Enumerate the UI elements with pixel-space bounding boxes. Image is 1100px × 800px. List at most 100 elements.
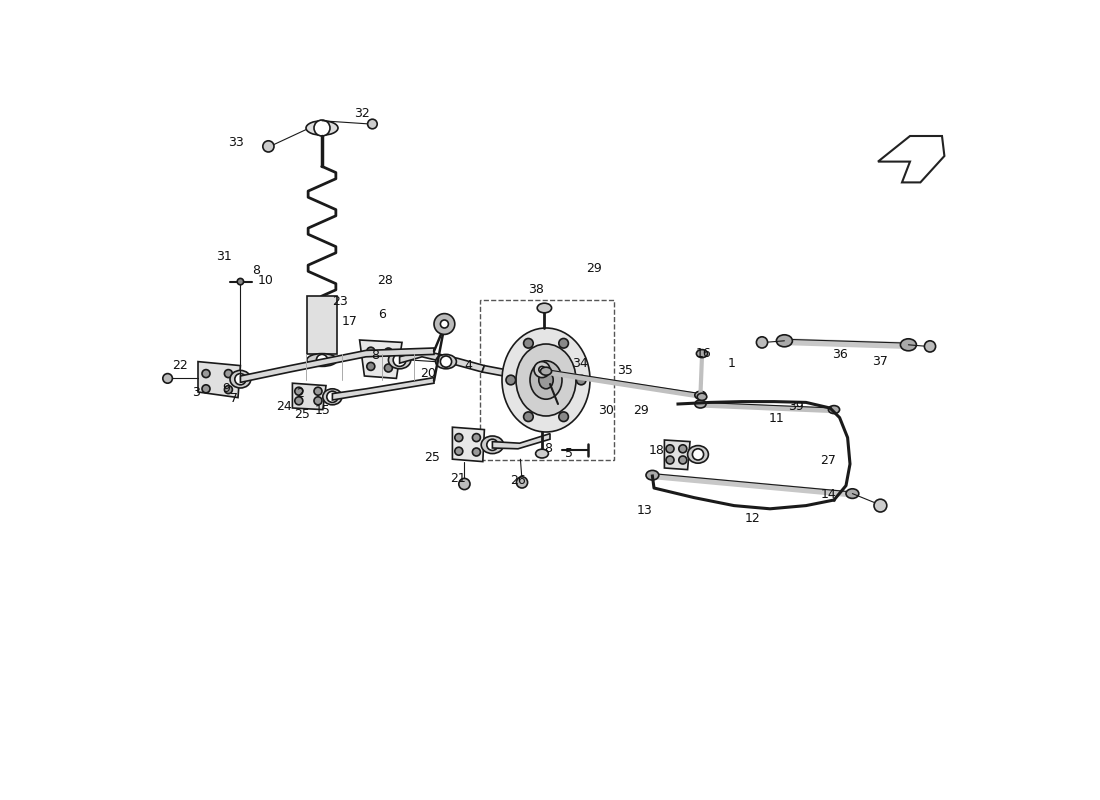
- Text: 3: 3: [191, 386, 199, 398]
- Circle shape: [487, 439, 498, 450]
- Ellipse shape: [540, 367, 551, 375]
- Text: 30: 30: [598, 404, 614, 417]
- Ellipse shape: [502, 328, 590, 432]
- Text: 14: 14: [821, 488, 836, 501]
- Circle shape: [234, 374, 246, 385]
- Ellipse shape: [695, 391, 706, 399]
- Circle shape: [314, 120, 330, 136]
- Circle shape: [576, 375, 586, 385]
- Circle shape: [163, 374, 173, 383]
- Circle shape: [440, 356, 452, 367]
- Ellipse shape: [230, 370, 251, 388]
- Circle shape: [295, 397, 302, 405]
- Circle shape: [516, 477, 528, 488]
- Circle shape: [367, 119, 377, 129]
- Text: 20: 20: [420, 367, 436, 380]
- Polygon shape: [293, 383, 326, 410]
- Ellipse shape: [539, 371, 553, 389]
- Circle shape: [506, 375, 516, 385]
- Bar: [307, 296, 338, 354]
- Polygon shape: [332, 378, 434, 400]
- Circle shape: [263, 141, 274, 152]
- Polygon shape: [241, 348, 434, 382]
- Circle shape: [224, 370, 232, 378]
- Ellipse shape: [688, 446, 708, 463]
- Text: 37: 37: [872, 355, 889, 368]
- Circle shape: [692, 449, 704, 460]
- Text: 22: 22: [173, 359, 188, 372]
- Circle shape: [874, 499, 887, 512]
- Text: 10: 10: [258, 274, 274, 286]
- Text: 12: 12: [745, 512, 760, 525]
- Text: 6: 6: [378, 308, 386, 321]
- Ellipse shape: [481, 436, 504, 454]
- Text: 29: 29: [586, 262, 602, 274]
- Circle shape: [539, 366, 546, 373]
- Circle shape: [534, 362, 550, 378]
- Text: 39: 39: [789, 400, 804, 413]
- Text: 21: 21: [450, 472, 466, 485]
- Text: 7: 7: [230, 392, 238, 405]
- Polygon shape: [452, 427, 484, 462]
- Circle shape: [202, 370, 210, 378]
- Polygon shape: [399, 350, 484, 372]
- Circle shape: [924, 341, 936, 352]
- Ellipse shape: [646, 470, 659, 480]
- Circle shape: [317, 354, 328, 366]
- Text: 11: 11: [769, 412, 784, 425]
- Circle shape: [679, 456, 686, 464]
- Ellipse shape: [307, 354, 338, 366]
- Circle shape: [666, 445, 674, 453]
- Text: 34: 34: [572, 358, 587, 370]
- Ellipse shape: [901, 339, 916, 351]
- Text: 5: 5: [565, 447, 573, 460]
- Ellipse shape: [828, 406, 839, 414]
- Circle shape: [440, 320, 449, 328]
- Circle shape: [314, 387, 322, 395]
- Circle shape: [238, 278, 243, 285]
- Text: 24: 24: [276, 400, 293, 413]
- Text: 27: 27: [821, 454, 836, 466]
- Ellipse shape: [306, 121, 338, 135]
- Circle shape: [366, 347, 375, 355]
- Text: 16: 16: [695, 347, 712, 360]
- Polygon shape: [493, 434, 550, 449]
- Circle shape: [224, 386, 232, 394]
- Polygon shape: [360, 340, 401, 378]
- Circle shape: [757, 337, 768, 348]
- Circle shape: [434, 314, 454, 334]
- Text: 8: 8: [544, 442, 552, 454]
- Ellipse shape: [696, 350, 707, 358]
- Polygon shape: [198, 362, 241, 398]
- Circle shape: [393, 354, 406, 366]
- Text: 23: 23: [332, 295, 349, 308]
- Circle shape: [549, 376, 566, 394]
- Text: 28: 28: [377, 274, 393, 286]
- Ellipse shape: [777, 334, 792, 347]
- Text: 9: 9: [222, 382, 230, 394]
- Text: 18: 18: [649, 444, 664, 457]
- Circle shape: [314, 397, 322, 405]
- Circle shape: [679, 445, 686, 453]
- Circle shape: [554, 381, 562, 389]
- Ellipse shape: [697, 393, 707, 401]
- Text: 17: 17: [342, 315, 358, 328]
- Polygon shape: [664, 440, 690, 470]
- Circle shape: [524, 338, 534, 348]
- Circle shape: [366, 362, 375, 370]
- Text: 4: 4: [464, 359, 472, 372]
- Ellipse shape: [536, 450, 549, 458]
- Text: 29: 29: [634, 404, 649, 417]
- Text: 8: 8: [252, 264, 261, 277]
- Text: 32: 32: [354, 107, 370, 120]
- Ellipse shape: [516, 344, 576, 416]
- Text: 25: 25: [425, 451, 440, 464]
- Text: 35: 35: [617, 364, 634, 377]
- Text: 33: 33: [229, 136, 244, 149]
- Circle shape: [459, 478, 470, 490]
- Ellipse shape: [322, 389, 342, 405]
- Text: 15: 15: [315, 404, 331, 417]
- Text: 31: 31: [217, 250, 232, 262]
- Circle shape: [524, 412, 534, 422]
- Text: 38: 38: [528, 283, 544, 296]
